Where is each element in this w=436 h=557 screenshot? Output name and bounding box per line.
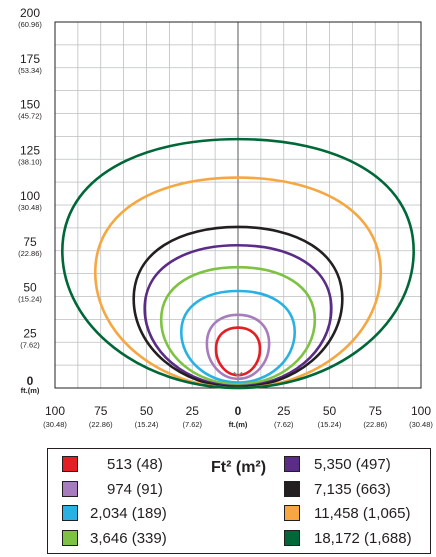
y-tick-label: 75 (23, 235, 37, 249)
x-tick-label: 25 (277, 404, 291, 418)
legend-label: 11,458 (1,065) (314, 505, 411, 522)
series-curve-3 (179, 289, 297, 384)
y-tick-label: 200 (20, 6, 40, 20)
y-tick-sublabel: (7.62) (20, 340, 40, 349)
legend-swatch (284, 456, 300, 472)
grid-lines (54, 21, 422, 389)
legend-swatch (62, 529, 78, 546)
series-curve-6 (132, 225, 344, 389)
legend-label: 5,350 (497) (314, 456, 391, 473)
y-axis-tick-labels: 0ft.(m) 25(7.62) 50(15.24) 75(22.86) 100(30.… (18, 6, 42, 395)
y-tick-sublabel: (53.34) (18, 66, 42, 75)
series-curve-5 (143, 243, 333, 388)
legend-swatch (62, 456, 78, 472)
series-curve-1 (214, 326, 262, 377)
legend-swatch (62, 480, 78, 497)
x-tick-label: 0 (235, 404, 242, 418)
x-tick-sublabel: (30.48) (43, 420, 67, 429)
series-curve-4 (159, 265, 317, 386)
x-tick-label: 100 (45, 404, 65, 418)
y-tick-sublabel: (38.10) (18, 157, 42, 166)
x-tick-sublabel: (15.24) (318, 420, 342, 429)
y-tick-sublabel: (15.24) (18, 295, 42, 304)
y-tick-sublabel: ft.(m) (21, 386, 40, 395)
y-tick-label: 125 (20, 143, 40, 157)
legend-swatch (284, 505, 300, 521)
legend-label: 18,172 (1,688) (314, 529, 412, 547)
y-tick-label: 25 (23, 326, 37, 340)
candela-plot: 0ft.(m)25(7.62)50(15.24)75(22.86)100(30.… (18, 6, 433, 429)
fixture-icon (233, 371, 243, 378)
x-tick-sublabel: (22.86) (89, 420, 113, 429)
x-tick-sublabel: (7.62) (182, 420, 202, 429)
y-tick-label: 150 (20, 98, 40, 112)
x-tick-sublabel: (30.48) (409, 420, 433, 429)
x-tick-sublabel: (15.24) (135, 420, 159, 429)
legend-swatch (284, 529, 300, 546)
x-tick-label: 50 (323, 404, 337, 418)
x-tick-sublabel: ft.(m) (229, 420, 248, 429)
legend-label: 3,646 (339) (90, 529, 167, 547)
y-tick-label: 100 (20, 189, 40, 203)
legend-swatch (62, 505, 78, 521)
y-tick-label: 175 (20, 52, 40, 66)
x-tick-label: 25 (186, 404, 200, 418)
legend-title: Ft² (m²) (211, 459, 267, 476)
x-tick-label: 100 (411, 404, 431, 418)
x-tick-label: 75 (94, 404, 108, 418)
legend-label: 974 (91) (107, 480, 163, 498)
distribution-curves (61, 137, 415, 390)
x-tick-label: 75 (369, 404, 383, 418)
y-tick-sublabel: (30.48) (18, 203, 42, 212)
legend-swatch (284, 480, 300, 497)
y-tick-sublabel: (60.96) (18, 20, 42, 29)
fixture-marker (233, 371, 243, 378)
y-tick-sublabel: (22.86) (18, 249, 42, 258)
legend-label: 2,034 (189) (90, 505, 167, 522)
y-tick-sublabel: (45.72) (18, 112, 42, 121)
x-tick-sublabel: (22.86) (363, 420, 387, 429)
x-tick-sublabel: (7.62) (274, 420, 294, 429)
x-tick-label: 50 (140, 404, 154, 418)
series-curve-8 (61, 137, 415, 390)
x-axis-tick-labels: 100 (30.48) 75 (22.86) 50 (15.24) 25 (7.62) 0 ft.… (43, 404, 433, 429)
y-tick-label: 50 (23, 281, 37, 295)
y-tick-label: 0 (27, 374, 34, 388)
legend: Ft² (m²) 513 (48) 974 (91) 2,034 (189) 3,64… (47, 448, 431, 554)
legend-label: 7,135 (663) (314, 480, 391, 498)
legend-label: 513 (48) (107, 456, 163, 473)
series-curve-2 (205, 313, 271, 381)
series-curve-7 (93, 176, 383, 390)
